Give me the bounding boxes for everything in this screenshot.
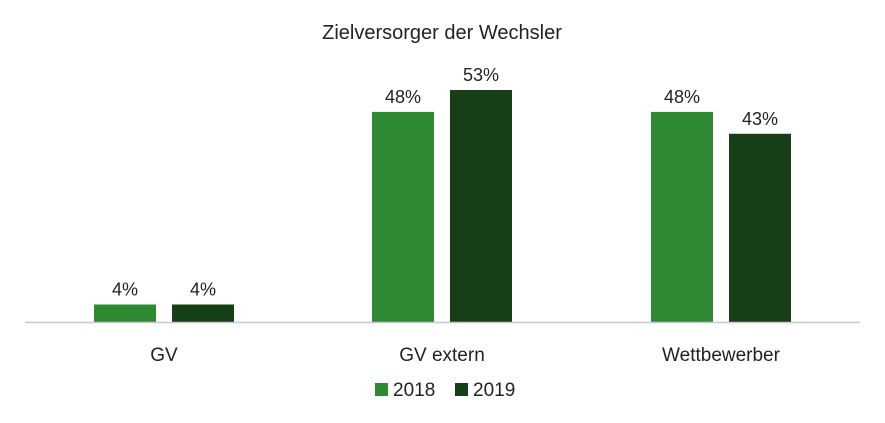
- chart-title: Zielversorger der Wechsler: [322, 22, 562, 44]
- bar-gv-2019: [172, 304, 234, 322]
- legend-swatch-2019: [455, 383, 468, 396]
- category-label-wettbewerber: Wettbewerber: [662, 345, 781, 366]
- category-label-gv: GV: [150, 345, 178, 366]
- data-label-wettbewerber-2018: 48%: [664, 87, 700, 107]
- legend-swatch-2018: [375, 383, 388, 396]
- bar-wettbewerber-2019: [729, 133, 791, 322]
- bar-gv-extern-2018: [372, 111, 434, 322]
- data-label-wettbewerber-2019: 43%: [742, 109, 778, 129]
- legend-label-2018: 2018: [393, 380, 435, 401]
- category-labels-group: GV GV extern Wettbewerber: [150, 345, 780, 366]
- data-label-gv-extern-2018: 48%: [385, 87, 421, 107]
- bar-wettbewerber-2018: [651, 111, 713, 322]
- bar-gv-extern-2019: [450, 90, 512, 322]
- category-label-gv-extern: GV extern: [399, 345, 485, 366]
- legend-label-2019: 2019: [473, 380, 515, 401]
- data-label-gv-2018: 4%: [112, 279, 138, 299]
- data-label-gv-2019: 4%: [190, 279, 216, 299]
- legend: 2018 2019: [375, 380, 515, 401]
- data-labels-group: 4% 4% 48% 53% 48% 43%: [112, 65, 778, 299]
- bars-group: [94, 90, 791, 322]
- bar-gv-2018: [94, 304, 156, 322]
- data-label-gv-extern-2019: 53%: [463, 65, 499, 85]
